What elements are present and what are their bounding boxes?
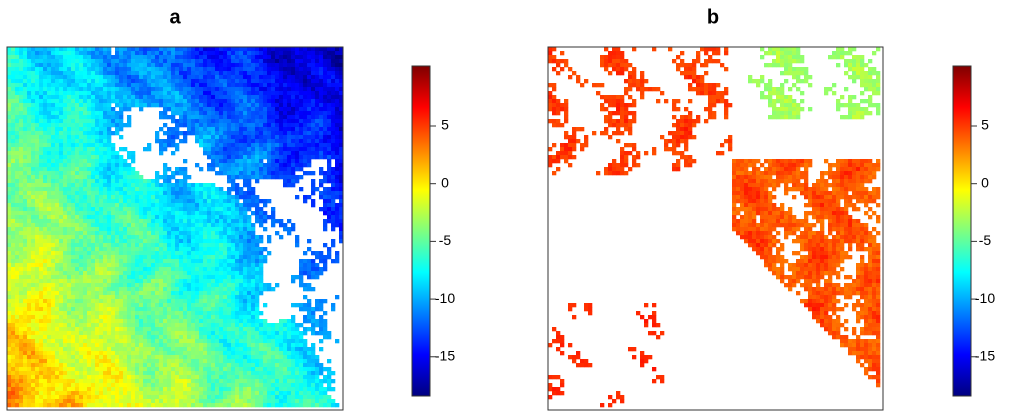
colorbar-tick-label: -5 (979, 232, 992, 248)
colorbar-tick-label: -10 (975, 290, 995, 306)
colorbar-tick-label: 0 (981, 174, 989, 190)
colorbar-tick-label: -15 (435, 347, 455, 363)
colorbar-tick-label: 0 (441, 174, 449, 190)
colorbar (953, 66, 971, 396)
panel-title: b (707, 6, 719, 28)
colorbar-tick-label: -10 (435, 290, 455, 306)
panel-title: a (169, 6, 181, 28)
colorbar (412, 66, 430, 396)
raster (7, 47, 343, 407)
raster (548, 47, 880, 407)
colorbar-tick-label: 5 (441, 117, 449, 133)
colorbar-tick-label: -15 (975, 347, 995, 363)
colorbar-tick-label: 5 (981, 117, 989, 133)
colorbar-tick-label: -5 (439, 232, 452, 248)
